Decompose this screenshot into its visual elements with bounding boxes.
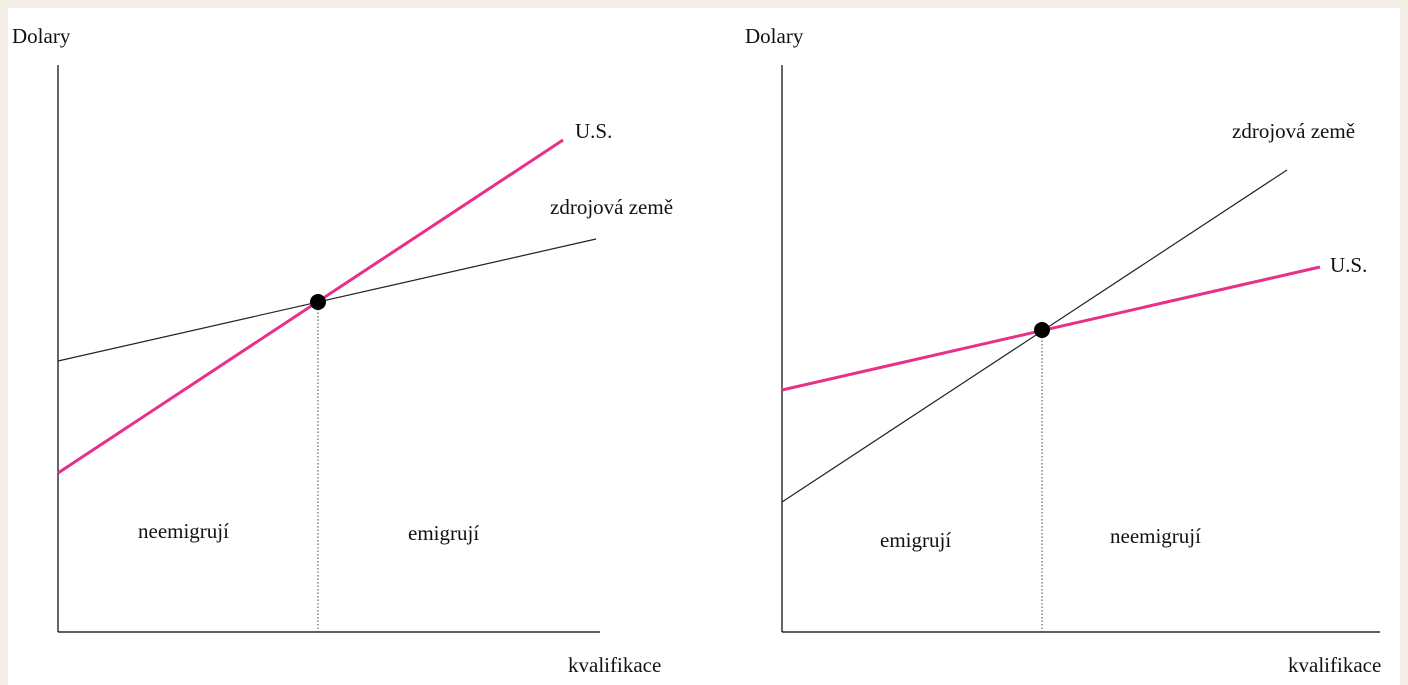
region-label: emigrují xyxy=(880,528,951,552)
us-label: U.S. xyxy=(1330,253,1367,277)
source-line xyxy=(781,169,1288,503)
intersection xyxy=(310,294,326,310)
source-label: zdrojová země xyxy=(550,195,673,219)
region-label: emigrují xyxy=(408,521,479,545)
panel-left: Dolary kvalifikace U.S. zdrojová země ne… xyxy=(12,24,673,677)
region-label: neemigrují xyxy=(138,519,229,543)
region-label: neemigrují xyxy=(1110,524,1201,548)
y-axis-label: Dolary xyxy=(12,24,71,48)
us-label: U.S. xyxy=(575,119,612,143)
source-line xyxy=(57,238,597,362)
x-axis-label: kvalifikace xyxy=(1288,653,1381,677)
x-axis-label: kvalifikace xyxy=(568,653,661,677)
source-label: zdrojová země xyxy=(1232,119,1355,143)
background xyxy=(8,8,1400,685)
panel-right: Dolary kvalifikace U.S. zdrojová země em… xyxy=(745,24,1381,677)
intersection xyxy=(1034,322,1050,338)
us-line xyxy=(781,265,1321,392)
y-axis-label: Dolary xyxy=(745,24,804,48)
us-line xyxy=(57,138,564,475)
